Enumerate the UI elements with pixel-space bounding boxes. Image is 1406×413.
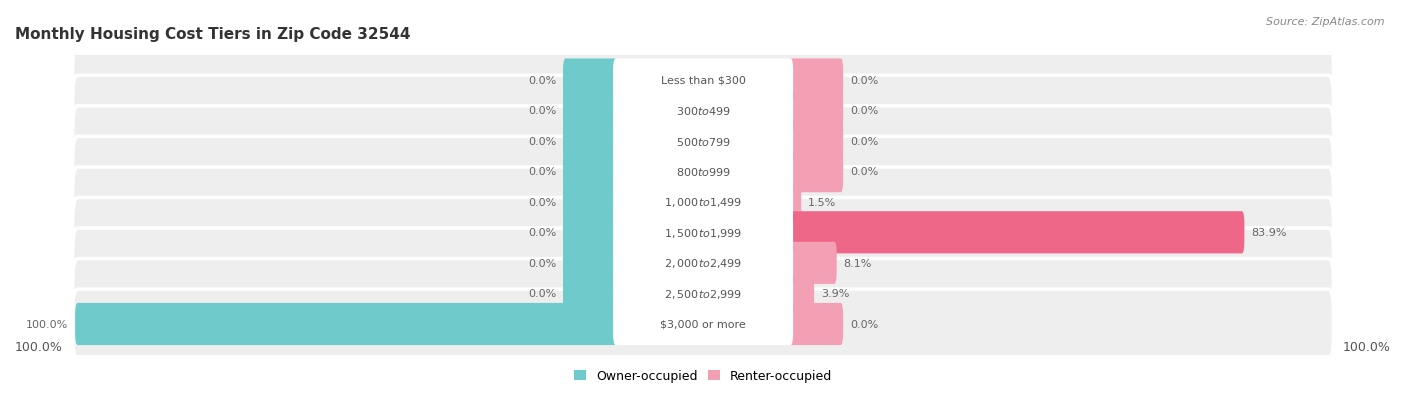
Text: 83.9%: 83.9% [1251, 228, 1286, 238]
Text: $1,500 to $1,999: $1,500 to $1,999 [664, 226, 742, 239]
FancyBboxPatch shape [562, 212, 619, 254]
Text: $800 to $999: $800 to $999 [676, 166, 731, 178]
Text: 8.1%: 8.1% [844, 258, 872, 268]
Text: 3.9%: 3.9% [821, 289, 849, 299]
FancyBboxPatch shape [789, 273, 814, 315]
FancyBboxPatch shape [789, 120, 844, 162]
Text: 0.0%: 0.0% [851, 136, 879, 146]
Text: 0.0%: 0.0% [851, 167, 879, 177]
FancyBboxPatch shape [613, 242, 793, 284]
FancyBboxPatch shape [789, 59, 844, 101]
Text: 0.0%: 0.0% [527, 197, 557, 207]
Text: $500 to $799: $500 to $799 [676, 135, 731, 147]
Text: 0.0%: 0.0% [851, 319, 879, 329]
FancyBboxPatch shape [73, 45, 1333, 115]
FancyBboxPatch shape [562, 273, 619, 315]
Text: 0.0%: 0.0% [527, 228, 557, 238]
FancyBboxPatch shape [562, 120, 619, 162]
FancyBboxPatch shape [613, 59, 793, 101]
FancyBboxPatch shape [789, 242, 837, 284]
Text: 0.0%: 0.0% [851, 106, 879, 116]
FancyBboxPatch shape [613, 90, 793, 132]
Text: $3,000 or more: $3,000 or more [661, 319, 747, 329]
Text: 100.0%: 100.0% [27, 319, 69, 329]
FancyBboxPatch shape [562, 181, 619, 223]
FancyBboxPatch shape [73, 107, 1333, 176]
Text: 0.0%: 0.0% [527, 289, 557, 299]
Text: $300 to $499: $300 to $499 [676, 105, 731, 117]
FancyBboxPatch shape [789, 303, 844, 345]
FancyBboxPatch shape [562, 242, 619, 284]
FancyBboxPatch shape [789, 90, 844, 132]
Text: 0.0%: 0.0% [527, 167, 557, 177]
FancyBboxPatch shape [562, 151, 619, 193]
Text: $2,000 to $2,499: $2,000 to $2,499 [664, 257, 742, 270]
FancyBboxPatch shape [73, 290, 1333, 359]
FancyBboxPatch shape [613, 181, 793, 223]
FancyBboxPatch shape [789, 181, 801, 223]
FancyBboxPatch shape [613, 273, 793, 315]
FancyBboxPatch shape [562, 59, 619, 101]
Text: Less than $300: Less than $300 [661, 75, 745, 85]
Text: 0.0%: 0.0% [527, 75, 557, 85]
FancyBboxPatch shape [73, 228, 1333, 298]
Text: 0.0%: 0.0% [527, 258, 557, 268]
FancyBboxPatch shape [73, 168, 1333, 237]
FancyBboxPatch shape [613, 120, 793, 162]
FancyBboxPatch shape [613, 303, 793, 345]
FancyBboxPatch shape [75, 303, 619, 345]
Text: Source: ZipAtlas.com: Source: ZipAtlas.com [1267, 17, 1385, 26]
FancyBboxPatch shape [789, 212, 1244, 254]
Text: Monthly Housing Cost Tiers in Zip Code 32544: Monthly Housing Cost Tiers in Zip Code 3… [15, 27, 411, 42]
Text: 1.5%: 1.5% [808, 197, 837, 207]
FancyBboxPatch shape [73, 76, 1333, 145]
Text: 0.0%: 0.0% [527, 106, 557, 116]
FancyBboxPatch shape [613, 212, 793, 254]
FancyBboxPatch shape [73, 137, 1333, 206]
FancyBboxPatch shape [613, 151, 793, 193]
Text: 0.0%: 0.0% [851, 75, 879, 85]
FancyBboxPatch shape [562, 90, 619, 132]
Text: 100.0%: 100.0% [15, 341, 63, 354]
FancyBboxPatch shape [789, 151, 844, 193]
Text: 0.0%: 0.0% [527, 136, 557, 146]
FancyBboxPatch shape [73, 198, 1333, 268]
Text: $2,500 to $2,999: $2,500 to $2,999 [664, 287, 742, 300]
Text: $1,000 to $1,499: $1,000 to $1,499 [664, 196, 742, 209]
Text: 100.0%: 100.0% [1343, 341, 1391, 354]
Legend: Owner-occupied, Renter-occupied: Owner-occupied, Renter-occupied [568, 364, 838, 387]
FancyBboxPatch shape [73, 259, 1333, 328]
